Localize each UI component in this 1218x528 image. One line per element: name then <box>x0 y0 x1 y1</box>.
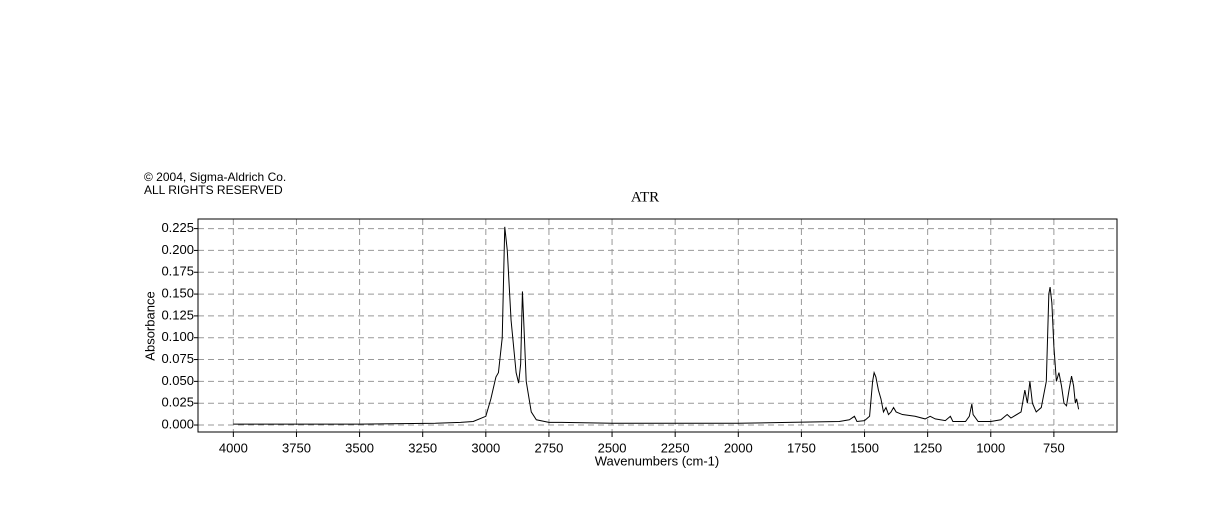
y-tick-label: 0.075 <box>161 351 194 366</box>
x-tick-label: 1750 <box>787 440 816 455</box>
x-tick-label: 1250 <box>913 440 942 455</box>
y-tick-label: 0.050 <box>161 373 194 388</box>
y-tick-label: 0.225 <box>161 220 194 235</box>
x-tick-label: 4000 <box>219 440 248 455</box>
y-tick-label: 0.000 <box>161 416 194 431</box>
y-tick-label: 0.125 <box>161 307 194 322</box>
y-tick-label: 0.150 <box>161 286 194 301</box>
copyright: ALL RIGHTS RESERVED <box>144 183 283 197</box>
y-tick-label: 0.100 <box>161 329 194 344</box>
spectrum-line <box>233 226 1080 425</box>
x-tick-label: 3750 <box>282 440 311 455</box>
x-tick-label: 2750 <box>534 440 563 455</box>
x-tick-label: 3500 <box>345 440 374 455</box>
x-tick-label: 2500 <box>598 440 627 455</box>
plot-frame <box>197 218 1118 433</box>
y-axis-label: Absorbance <box>142 291 157 360</box>
x-tick-label: 1000 <box>976 440 1005 455</box>
x-tick-label: 2000 <box>724 440 753 455</box>
chart-title: ATR <box>631 189 659 205</box>
y-tick-label: 0.025 <box>161 395 194 410</box>
x-tick-label: 3250 <box>408 440 437 455</box>
x-axis-label: Wavenumbers (cm-1) <box>595 453 719 468</box>
y-tick-label: 0.175 <box>161 264 194 279</box>
x-tick-label: 3000 <box>471 440 500 455</box>
x-tick-label: 2250 <box>661 440 690 455</box>
copyright: © 2004, Sigma-Aldrich Co. <box>144 170 286 184</box>
x-tick-label: 750 <box>1043 440 1065 455</box>
y-tick-label: 0.200 <box>161 242 194 257</box>
x-tick-label: 1500 <box>850 440 879 455</box>
